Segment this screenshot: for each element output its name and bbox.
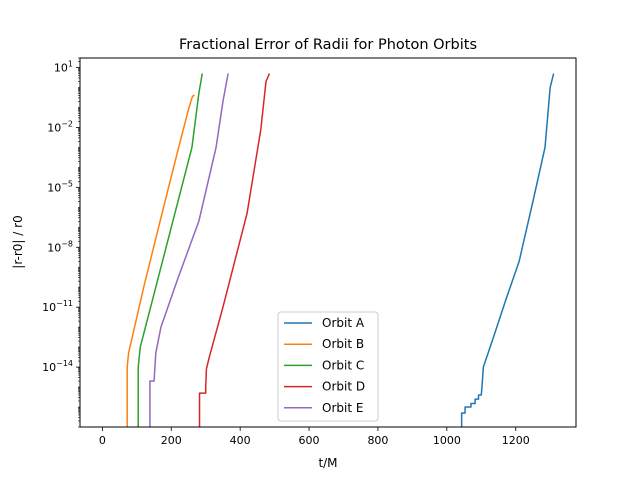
x-axis: 0 200 400 600 800 1000 1200 [99, 427, 530, 447]
y-tick-label: 101 [54, 60, 73, 75]
legend: Orbit A Orbit B Orbit C Orbit D Orbit E [277, 311, 379, 422]
x-tick-label: 800 [367, 434, 388, 447]
y-tick-label: 10−5 [47, 179, 73, 194]
y-tick-label: 10−11 [42, 299, 73, 314]
y-tick-label: 10−8 [47, 239, 73, 254]
x-tick-label: 1000 [433, 434, 461, 447]
series-line-orbit-c [137, 73, 204, 427]
plot-area [126, 73, 555, 427]
legend-label: Orbit E [322, 401, 363, 415]
chart-title: Fractional Error of Radii for Photon Orb… [179, 37, 477, 53]
x-axis-label: t/M [318, 456, 337, 470]
y-tick-label: 10−2 [47, 119, 73, 134]
x-tick-label: 600 [299, 434, 320, 447]
legend-label: Orbit A [322, 316, 365, 330]
series-line-orbit-a [460, 73, 555, 427]
series-line-orbit-e [149, 73, 229, 427]
x-tick-label: 0 [99, 434, 106, 447]
y-tick-label: 10−14 [42, 359, 73, 374]
x-tick-label: 1200 [502, 434, 530, 447]
legend-label: Orbit D [322, 380, 365, 394]
legend-label: Orbit C [322, 358, 364, 372]
y-axis: 10−14 10−11 10−8 10−5 10−2 101 [42, 57, 80, 428]
series-line-orbit-d [198, 73, 271, 427]
series-line-orbit-b [126, 94, 195, 427]
y-axis-label: |r-r0| / r0 [11, 215, 25, 268]
plot-frame [79, 57, 577, 428]
x-tick-label: 400 [230, 434, 251, 447]
legend-box [277, 311, 379, 422]
legend-label: Orbit B [322, 337, 364, 351]
x-tick-label: 200 [161, 434, 182, 447]
